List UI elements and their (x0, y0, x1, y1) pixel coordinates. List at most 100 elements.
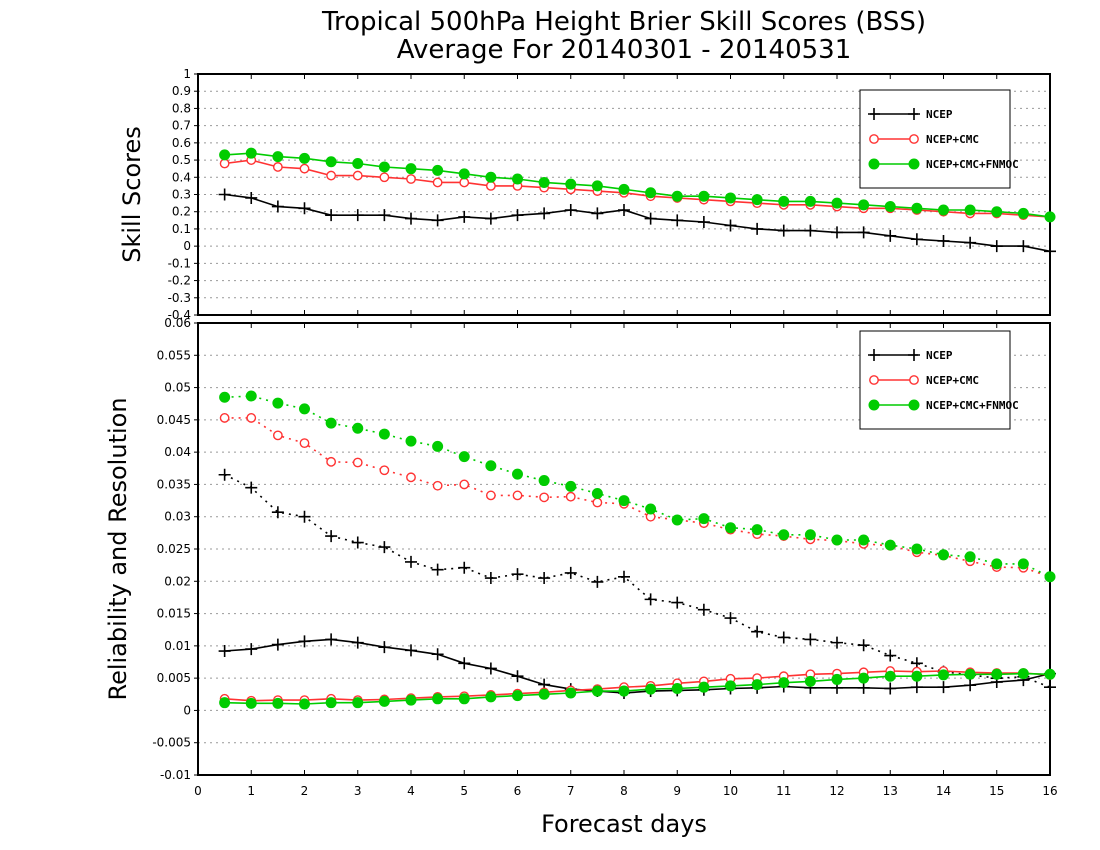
data-point (618, 495, 630, 507)
data-point (458, 657, 471, 670)
data-point (804, 633, 817, 646)
y-tick-label: -0.2 (168, 274, 191, 288)
y-tick-label: -0.1 (168, 256, 191, 270)
data-point (698, 513, 710, 525)
data-point (459, 479, 470, 490)
y-tick-label: 0.1 (172, 222, 191, 236)
y-tick-label: 0.9 (172, 84, 191, 98)
data-point (592, 497, 603, 508)
x-tick-label: 13 (883, 784, 898, 798)
data-point (857, 639, 870, 652)
data-point (406, 472, 416, 483)
y-tick-label: 1 (183, 67, 191, 81)
data-point (219, 149, 231, 161)
data-point (591, 207, 604, 220)
data-point (1017, 558, 1029, 570)
data-point (219, 413, 230, 423)
series-line (224, 193, 1051, 253)
data-point (299, 403, 310, 415)
legend-label: NCEP (926, 108, 953, 121)
data-point (325, 697, 337, 709)
data-point (1044, 668, 1056, 680)
data-point (964, 668, 976, 680)
data-point (325, 417, 337, 429)
data-point (591, 487, 603, 499)
legend-label: NCEP (926, 349, 953, 362)
y-tick-label: 0.2 (172, 205, 191, 219)
data-point (379, 465, 390, 476)
series-1 (218, 188, 1056, 258)
data-point (299, 438, 310, 449)
data-point (751, 625, 764, 638)
data-point (831, 197, 843, 209)
data-point (458, 168, 470, 180)
x-tick-label: 1 (247, 784, 255, 798)
data-point (671, 596, 684, 609)
data-point (511, 568, 524, 581)
data-point (326, 170, 337, 181)
data-point (565, 178, 577, 190)
data-point (352, 170, 363, 181)
data-point (938, 204, 949, 216)
y-axis-label: Reliability and Resolution (104, 397, 132, 700)
data-point (431, 648, 444, 661)
data-point (884, 682, 897, 695)
data-point (724, 219, 737, 232)
data-point (538, 176, 550, 188)
x-tick-label: 16 (1042, 784, 1057, 798)
y-tick-label: 0.4 (172, 170, 191, 184)
series-line (224, 473, 1051, 688)
data-point (751, 194, 763, 206)
data-point (910, 681, 923, 694)
data-point (272, 397, 284, 409)
y-tick-label: 0.035 (157, 477, 191, 491)
data-point (485, 490, 496, 501)
data-point (298, 202, 311, 215)
data-point (777, 224, 790, 237)
data-point (245, 643, 258, 656)
data-point (246, 413, 257, 423)
data-point (218, 468, 231, 481)
data-point (1017, 207, 1029, 219)
y-tick-label: -0.3 (168, 291, 191, 305)
y-tick-label: 0.8 (172, 101, 191, 115)
data-point (272, 697, 284, 709)
data-point (908, 399, 920, 411)
data-point (857, 226, 870, 239)
data-point (218, 188, 231, 201)
data-point (804, 195, 816, 207)
data-point (219, 158, 230, 169)
data-point (591, 180, 603, 192)
data-point (908, 108, 920, 120)
data-point (804, 224, 817, 237)
data-point (964, 551, 976, 563)
data-point (698, 190, 710, 202)
data-point (778, 529, 790, 541)
data-point (432, 440, 444, 452)
data-point (1017, 240, 1030, 253)
data-point (724, 612, 737, 625)
data-point (908, 349, 920, 361)
data-point (910, 233, 923, 246)
x-tick-label: 8 (620, 784, 628, 798)
data-point (964, 204, 976, 216)
data-point (245, 147, 257, 159)
data-point (484, 212, 497, 225)
data-point (538, 207, 551, 220)
data-point (432, 480, 443, 491)
data-point (484, 662, 497, 675)
data-point (219, 391, 231, 403)
data-point (325, 530, 338, 543)
data-point (352, 158, 364, 170)
data-point (564, 566, 577, 579)
data-point (218, 645, 231, 658)
data-point (868, 108, 880, 120)
data-point (325, 209, 338, 222)
data-point (911, 670, 923, 682)
data-point (352, 457, 363, 468)
data-point (938, 549, 949, 561)
legend-label: NCEP+CMC (926, 133, 979, 146)
data-point (777, 631, 790, 644)
data-point (671, 682, 683, 694)
y-tick-label: -0.01 (160, 768, 191, 782)
